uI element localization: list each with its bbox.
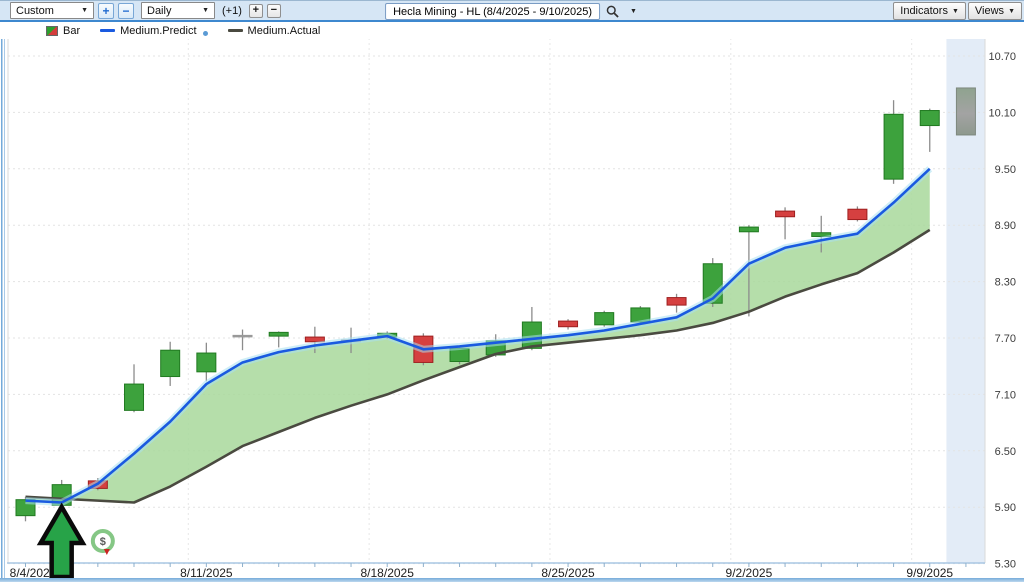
chevron-down-icon: ▼ [202, 7, 209, 14]
legend-item-actual[interactable]: Medium.Actual [227, 24, 321, 37]
timeframe-select[interactable]: Daily ▼ [141, 2, 215, 19]
indicators-label: Indicators [900, 5, 948, 17]
legend-label-predict: Medium.Predict [120, 24, 197, 37]
chevron-down-icon: ▼ [81, 7, 88, 14]
chevron-down-icon: ▼ [951, 7, 959, 15]
search-icon [606, 5, 619, 18]
x-axis-label: 8/18/2025 [361, 566, 415, 580]
toolbar-right-buttons: Indicators ▼ Views ▼ [893, 2, 1022, 20]
predict-line-icon [100, 29, 116, 32]
x-axis-label: 8/25/2025 [541, 566, 595, 580]
period-minus-button[interactable]: − [118, 2, 134, 19]
actual-line [25, 228, 931, 504]
candle-down-9/5/2025 [847, 208, 868, 221]
legend-item-predict[interactable]: Medium.Predict [100, 24, 208, 37]
bar-legend-icon [46, 25, 58, 36]
search-button[interactable]: ▼ [604, 4, 639, 19]
offset-plus-button[interactable]: + [248, 3, 263, 18]
y-axis-label: 5.90 [995, 502, 1016, 514]
candle-up-9/9/2025 [919, 110, 940, 127]
candle-down-8/14/2025 [304, 336, 325, 343]
x-axis-label: 9/2/2025 [726, 566, 773, 580]
views-button[interactable]: Views ▼ [967, 2, 1022, 20]
symbol-search-input[interactable]: Hecla Mining - HL (8/4/2025 - 9/10/2025) [385, 3, 600, 20]
candle-down-8/25/2025 [558, 320, 579, 328]
toolbar: Custom ▼ + − Daily ▼ (+1) + − Hecla Mini… [0, 0, 1024, 22]
badge-red-mark-icon [103, 549, 110, 555]
prediction-band [25, 168, 930, 503]
dollar-icon: $ [100, 536, 106, 548]
candle-down-9/3/2025 [775, 210, 796, 218]
chart-type-value: Custom [16, 4, 54, 17]
y-axis-label: 8.30 [995, 277, 1016, 289]
y-axis-label: 9.50 [995, 164, 1016, 176]
predict-line [25, 167, 931, 504]
y-axis-label: 10.70 [988, 51, 1016, 63]
y-axis-label: 6.50 [995, 446, 1016, 458]
chevron-down-icon: ▼ [1008, 7, 1015, 15]
period-plus-button[interactable]: + [98, 2, 114, 19]
symbol-search: Hecla Mining - HL (8/4/2025 - 9/10/2025)… [385, 3, 639, 20]
candle-up-8/13/2025 [268, 331, 289, 337]
candle-up-9/2/2025 [738, 226, 759, 233]
x-axis-label: 8/4/2025 [10, 566, 57, 580]
candle-up-8/7/2025 [124, 383, 145, 411]
x-axis-label: 9/9/2025 [906, 566, 953, 580]
candle-up-9/8/2025 [883, 113, 904, 180]
views-label: Views [974, 5, 1005, 17]
offset-label: (+1) [222, 4, 242, 17]
candle-projection-9/10/2025 [955, 87, 976, 136]
actual-line-icon [227, 29, 243, 32]
candle-down-8/28/2025 [666, 297, 687, 306]
dollar-badge-ring [90, 529, 115, 553]
buy-arrow-annotation [36, 502, 87, 580]
window-left-border [0, 22, 7, 578]
candle-up-8/8/2025 [160, 349, 181, 378]
dollar-signal-badge[interactable]: $ [90, 529, 115, 555]
chart-type-select[interactable]: Custom ▼ [10, 2, 94, 19]
candle-up-9/4/2025 [811, 232, 832, 237]
offset-minus-button[interactable]: − [266, 3, 281, 18]
indicators-button[interactable]: Indicators ▼ [893, 2, 966, 20]
y-axis-label: 8.90 [995, 220, 1016, 232]
chevron-down-icon: ▼ [630, 8, 637, 15]
y-axis-label: 7.70 [995, 333, 1016, 345]
candle-up-8/11/2025 [196, 352, 217, 373]
legend-item-bar[interactable]: Bar [46, 25, 80, 37]
y-axis-label: 10.10 [988, 107, 1016, 119]
x-axis-label: 8/11/2025 [180, 566, 233, 580]
legend-label-actual: Medium.Actual [247, 24, 321, 37]
timeframe-value: Daily [147, 4, 172, 17]
y-axis-label: 5.30 [995, 559, 1016, 571]
y-axis-label: 7.10 [995, 389, 1016, 401]
candle-up-8/26/2025 [594, 312, 615, 326]
chart-legend: Bar Medium.Predict Medium.Actual [0, 22, 1024, 39]
legend-label-bar: Bar [63, 24, 81, 37]
predict-settings-dot-icon [202, 31, 208, 36]
window-bottom-border [0, 578, 1024, 582]
